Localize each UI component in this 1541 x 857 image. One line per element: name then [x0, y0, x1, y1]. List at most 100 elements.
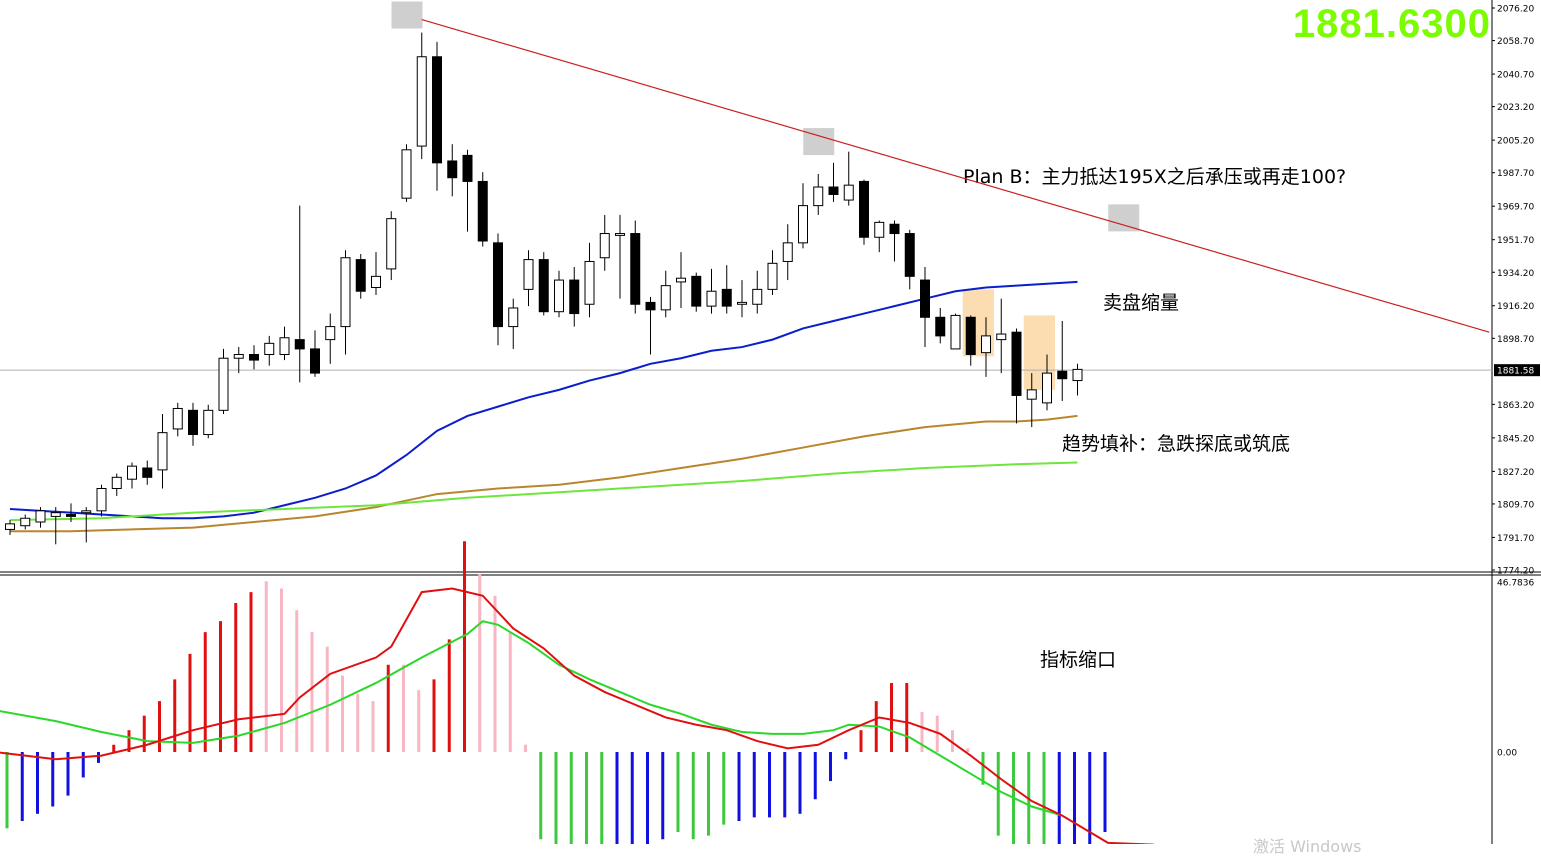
price-tick-label-6: 1969.70 [1497, 203, 1534, 213]
candle-body-2 [35, 510, 46, 523]
price-tick-label-1: 2058.70 [1497, 37, 1534, 47]
candle-body-34 [523, 259, 534, 290]
price-tick-label-9: 1916.20 [1497, 302, 1534, 312]
current-price-display: 1881.6300 [1292, 2, 1491, 46]
candle-body-64 [981, 335, 991, 354]
signal-line [0, 620, 1063, 817]
candle-body-4 [66, 514, 76, 517]
candle-body-48 [737, 301, 747, 305]
candle-body-57 [874, 221, 885, 238]
candle-body-7 [111, 476, 122, 489]
price-tick-label-0: 2076.20 [1497, 5, 1534, 15]
candle-body-8 [127, 465, 137, 480]
price-tick-label-4: 2005.20 [1497, 137, 1534, 147]
price-tick-label-7: 1951.70 [1497, 236, 1534, 246]
candle-body-15 [233, 354, 244, 359]
candle-body-50 [767, 262, 778, 290]
candle-body-53 [813, 186, 824, 207]
candle-body-47 [721, 288, 732, 307]
price-tick-label-17: 1774.20 [1497, 567, 1534, 577]
candle-body-18 [279, 337, 290, 356]
candle-body-66 [1011, 331, 1022, 396]
candle-body-19 [294, 339, 305, 350]
candle-body-24 [371, 275, 381, 289]
candle-body-70 [1072, 368, 1083, 382]
candle-body-11 [172, 407, 183, 430]
candle-body-60 [920, 279, 930, 318]
candle-body-68 [1042, 372, 1052, 404]
candle-body-43 [660, 285, 671, 311]
candle-body-1 [20, 517, 31, 527]
current-price-tag: 1881.58 [1497, 367, 1534, 377]
candle-body-37 [569, 279, 580, 315]
candle-body-14 [218, 357, 229, 411]
candle-body-5 [81, 510, 92, 514]
candle-body-28 [432, 56, 442, 164]
candle-body-67 [1026, 389, 1037, 400]
candle-body-38 [584, 260, 595, 305]
candle-body-40 [615, 233, 625, 236]
candle-body-65 [996, 333, 1007, 341]
candle-body-6 [96, 487, 107, 512]
candle-body-55 [843, 184, 854, 201]
candle-body-49 [752, 288, 763, 305]
indicator-tick-label-0: 46.7836 [1497, 578, 1534, 588]
candle-body-36 [554, 279, 564, 313]
candle-body-51 [782, 242, 793, 262]
candle-body-59 [904, 233, 915, 277]
candle-body-30 [462, 154, 473, 182]
candle-body-21 [325, 326, 336, 341]
candle-body-54 [828, 186, 839, 195]
annotation-trend-fill: 趋势填补：急跌探底或筑底 [1062, 433, 1291, 455]
candle-body-42 [645, 301, 656, 311]
candle-body-13 [203, 409, 214, 436]
candle-body-23 [355, 259, 366, 292]
trend-line [421, 18, 1490, 333]
price-tick-label-12: 1863.20 [1497, 401, 1534, 411]
candle-body-41 [630, 233, 641, 305]
moving-average-line-0 [9, 280, 1078, 520]
candle-body-20 [310, 348, 320, 374]
candle-body-33 [508, 307, 519, 328]
candle-body-10 [157, 432, 168, 471]
candle-body-27 [416, 56, 427, 147]
price-tick-label-13: 1845.20 [1497, 434, 1534, 444]
candle-body-61 [935, 316, 946, 337]
candle-body-12 [188, 409, 198, 436]
candle-body-56 [859, 180, 869, 238]
price-tick-label-8: 1934.20 [1497, 269, 1534, 279]
candle-body-63 [965, 316, 976, 356]
price-tick-label-15: 1809.70 [1497, 500, 1534, 510]
candle-body-0 [5, 523, 15, 530]
candle-body-44 [676, 277, 686, 283]
price-tick-label-5: 1987.70 [1497, 169, 1534, 179]
candle-body-25 [386, 218, 397, 270]
moving-average-line-2 [9, 461, 1078, 522]
candle-body-62 [950, 314, 961, 350]
candle-body-17 [264, 342, 275, 356]
candle-body-58 [889, 223, 900, 235]
candle-body-69 [1057, 370, 1068, 380]
candle-body-16 [249, 354, 259, 361]
price-tick-label-2: 2040.70 [1497, 71, 1534, 81]
price-tick-label-3: 2023.20 [1497, 103, 1534, 113]
candle-body-52 [798, 205, 808, 244]
candle-body-39 [599, 233, 610, 259]
candle-body-9 [142, 467, 153, 478]
candle-body-32 [493, 242, 503, 328]
candle-body-29 [447, 160, 458, 179]
indicator-tick-label-1: 0.00 [1497, 749, 1517, 759]
highlight-box-gray-0 [391, 1, 423, 29]
candle-body-46 [706, 290, 717, 307]
candle-body-22 [340, 257, 351, 328]
dif-line [0, 587, 1154, 844]
highlight-box-gray-2 [1108, 204, 1140, 232]
annotation-sell-volume: 卖盘缩量 [1103, 292, 1180, 314]
candle-body-35 [538, 259, 549, 313]
candle-body-3 [50, 512, 61, 517]
candle-body-26 [401, 149, 412, 199]
candle-body-45 [691, 275, 702, 307]
price-tick-label-14: 1827.20 [1497, 468, 1534, 478]
price-tick-label-16: 1791.70 [1497, 534, 1534, 544]
